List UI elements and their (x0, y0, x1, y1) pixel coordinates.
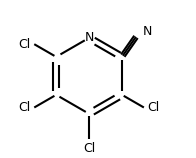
Text: Cl: Cl (148, 101, 160, 114)
Text: Cl: Cl (83, 142, 95, 155)
Text: Cl: Cl (18, 101, 31, 114)
Text: N: N (143, 25, 152, 38)
Text: N: N (84, 31, 94, 44)
Text: Cl: Cl (18, 38, 31, 51)
